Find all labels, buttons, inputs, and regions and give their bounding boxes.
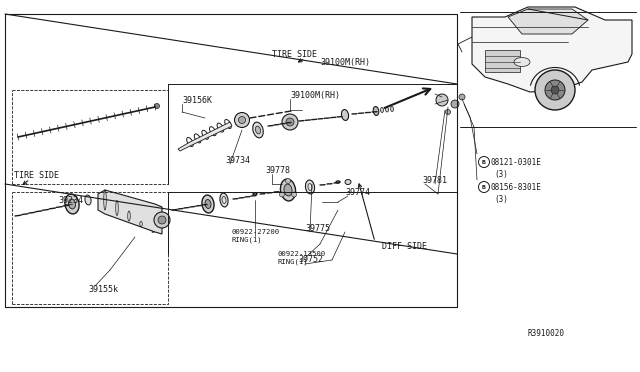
Text: 39752: 39752 [298,256,323,264]
Text: 08121-0301E: 08121-0301E [491,157,542,167]
Text: 00922-27200: 00922-27200 [232,229,280,235]
Text: R3910020: R3910020 [528,330,565,339]
Ellipse shape [68,199,76,209]
Circle shape [292,192,296,197]
Ellipse shape [205,199,211,208]
Ellipse shape [390,106,394,112]
Ellipse shape [85,195,91,205]
Ellipse shape [65,194,79,214]
Text: 39774: 39774 [345,187,370,196]
Circle shape [436,94,448,106]
Circle shape [551,86,559,94]
Ellipse shape [255,126,260,134]
Ellipse shape [373,106,379,115]
Polygon shape [472,7,632,92]
Ellipse shape [280,179,296,201]
Circle shape [451,100,459,108]
Text: B: B [482,160,486,164]
Polygon shape [508,9,588,34]
Ellipse shape [381,108,383,112]
Bar [485,50,520,72]
Circle shape [286,118,294,126]
Ellipse shape [345,180,351,185]
Text: DIFF SIDE: DIFF SIDE [382,241,427,250]
Text: TIRE SIDE: TIRE SIDE [272,49,317,58]
Text: B: B [482,185,486,189]
Text: TIRE SIDE: TIRE SIDE [14,170,59,180]
Circle shape [285,179,291,183]
Circle shape [459,94,465,100]
Circle shape [154,212,170,228]
Ellipse shape [253,122,263,138]
Text: 39734: 39734 [225,155,250,164]
Text: 39100M(RH): 39100M(RH) [320,58,370,67]
Ellipse shape [284,184,292,196]
Polygon shape [178,122,232,151]
Text: 39781: 39781 [422,176,447,185]
Ellipse shape [341,109,349,121]
Circle shape [154,103,159,109]
Circle shape [445,109,451,115]
Ellipse shape [514,58,530,67]
Ellipse shape [385,107,388,112]
Circle shape [239,116,246,124]
Text: 39778: 39778 [265,166,290,174]
Circle shape [282,114,298,130]
Text: 08156-8301E: 08156-8301E [491,183,542,192]
Circle shape [280,192,284,197]
Text: RING(1): RING(1) [232,237,262,243]
Polygon shape [98,190,162,234]
Circle shape [535,70,575,110]
Text: 39775: 39775 [305,224,330,232]
Text: (3): (3) [494,170,508,179]
Ellipse shape [202,195,214,213]
Text: (3): (3) [494,195,508,203]
Text: 39100M(RH): 39100M(RH) [290,90,340,99]
Circle shape [234,112,250,128]
Circle shape [545,80,565,100]
Text: 39234: 39234 [58,196,83,205]
Circle shape [158,216,166,224]
Ellipse shape [220,193,228,207]
Text: RING(1): RING(1) [278,259,308,265]
Text: 39155k: 39155k [88,285,118,295]
Text: 39156K: 39156K [182,96,212,105]
Text: 00922-13500: 00922-13500 [278,251,326,257]
Ellipse shape [305,180,315,194]
